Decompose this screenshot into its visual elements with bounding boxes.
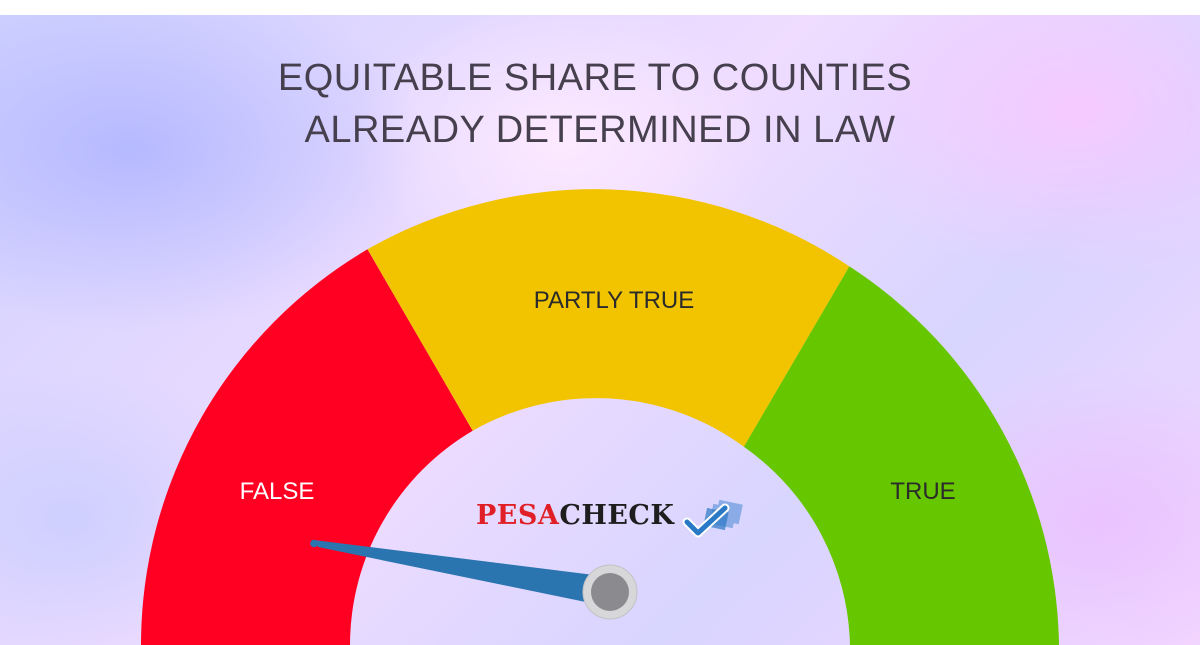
pesacheck-logo: PESACHECK xyxy=(476,496,756,546)
gauge-needle xyxy=(310,539,610,607)
page-title: EQUITABLE SHARE TO COUNTIES ALREADY DETE… xyxy=(0,52,1200,156)
gauge-hub xyxy=(582,564,638,620)
gauge-label-false: FALSE xyxy=(240,478,315,505)
gauge-segment-partly-true xyxy=(367,189,850,447)
logo-text-check: CHECK xyxy=(559,500,675,531)
checkmark-icon xyxy=(682,499,743,538)
gauge-segment-false xyxy=(141,249,473,645)
title-line-2: ALREADY DETERMINED IN LAW xyxy=(304,109,896,151)
logo-text-pesa: PESA xyxy=(476,500,560,531)
gauge-label-true: TRUE xyxy=(890,478,955,505)
top-border xyxy=(0,0,1200,15)
gauge-segment-true xyxy=(743,266,1059,645)
gauge-label-partly-true: PARTLY TRUE xyxy=(534,287,695,314)
title-line-1: EQUITABLE SHARE TO COUNTIES xyxy=(277,57,913,99)
